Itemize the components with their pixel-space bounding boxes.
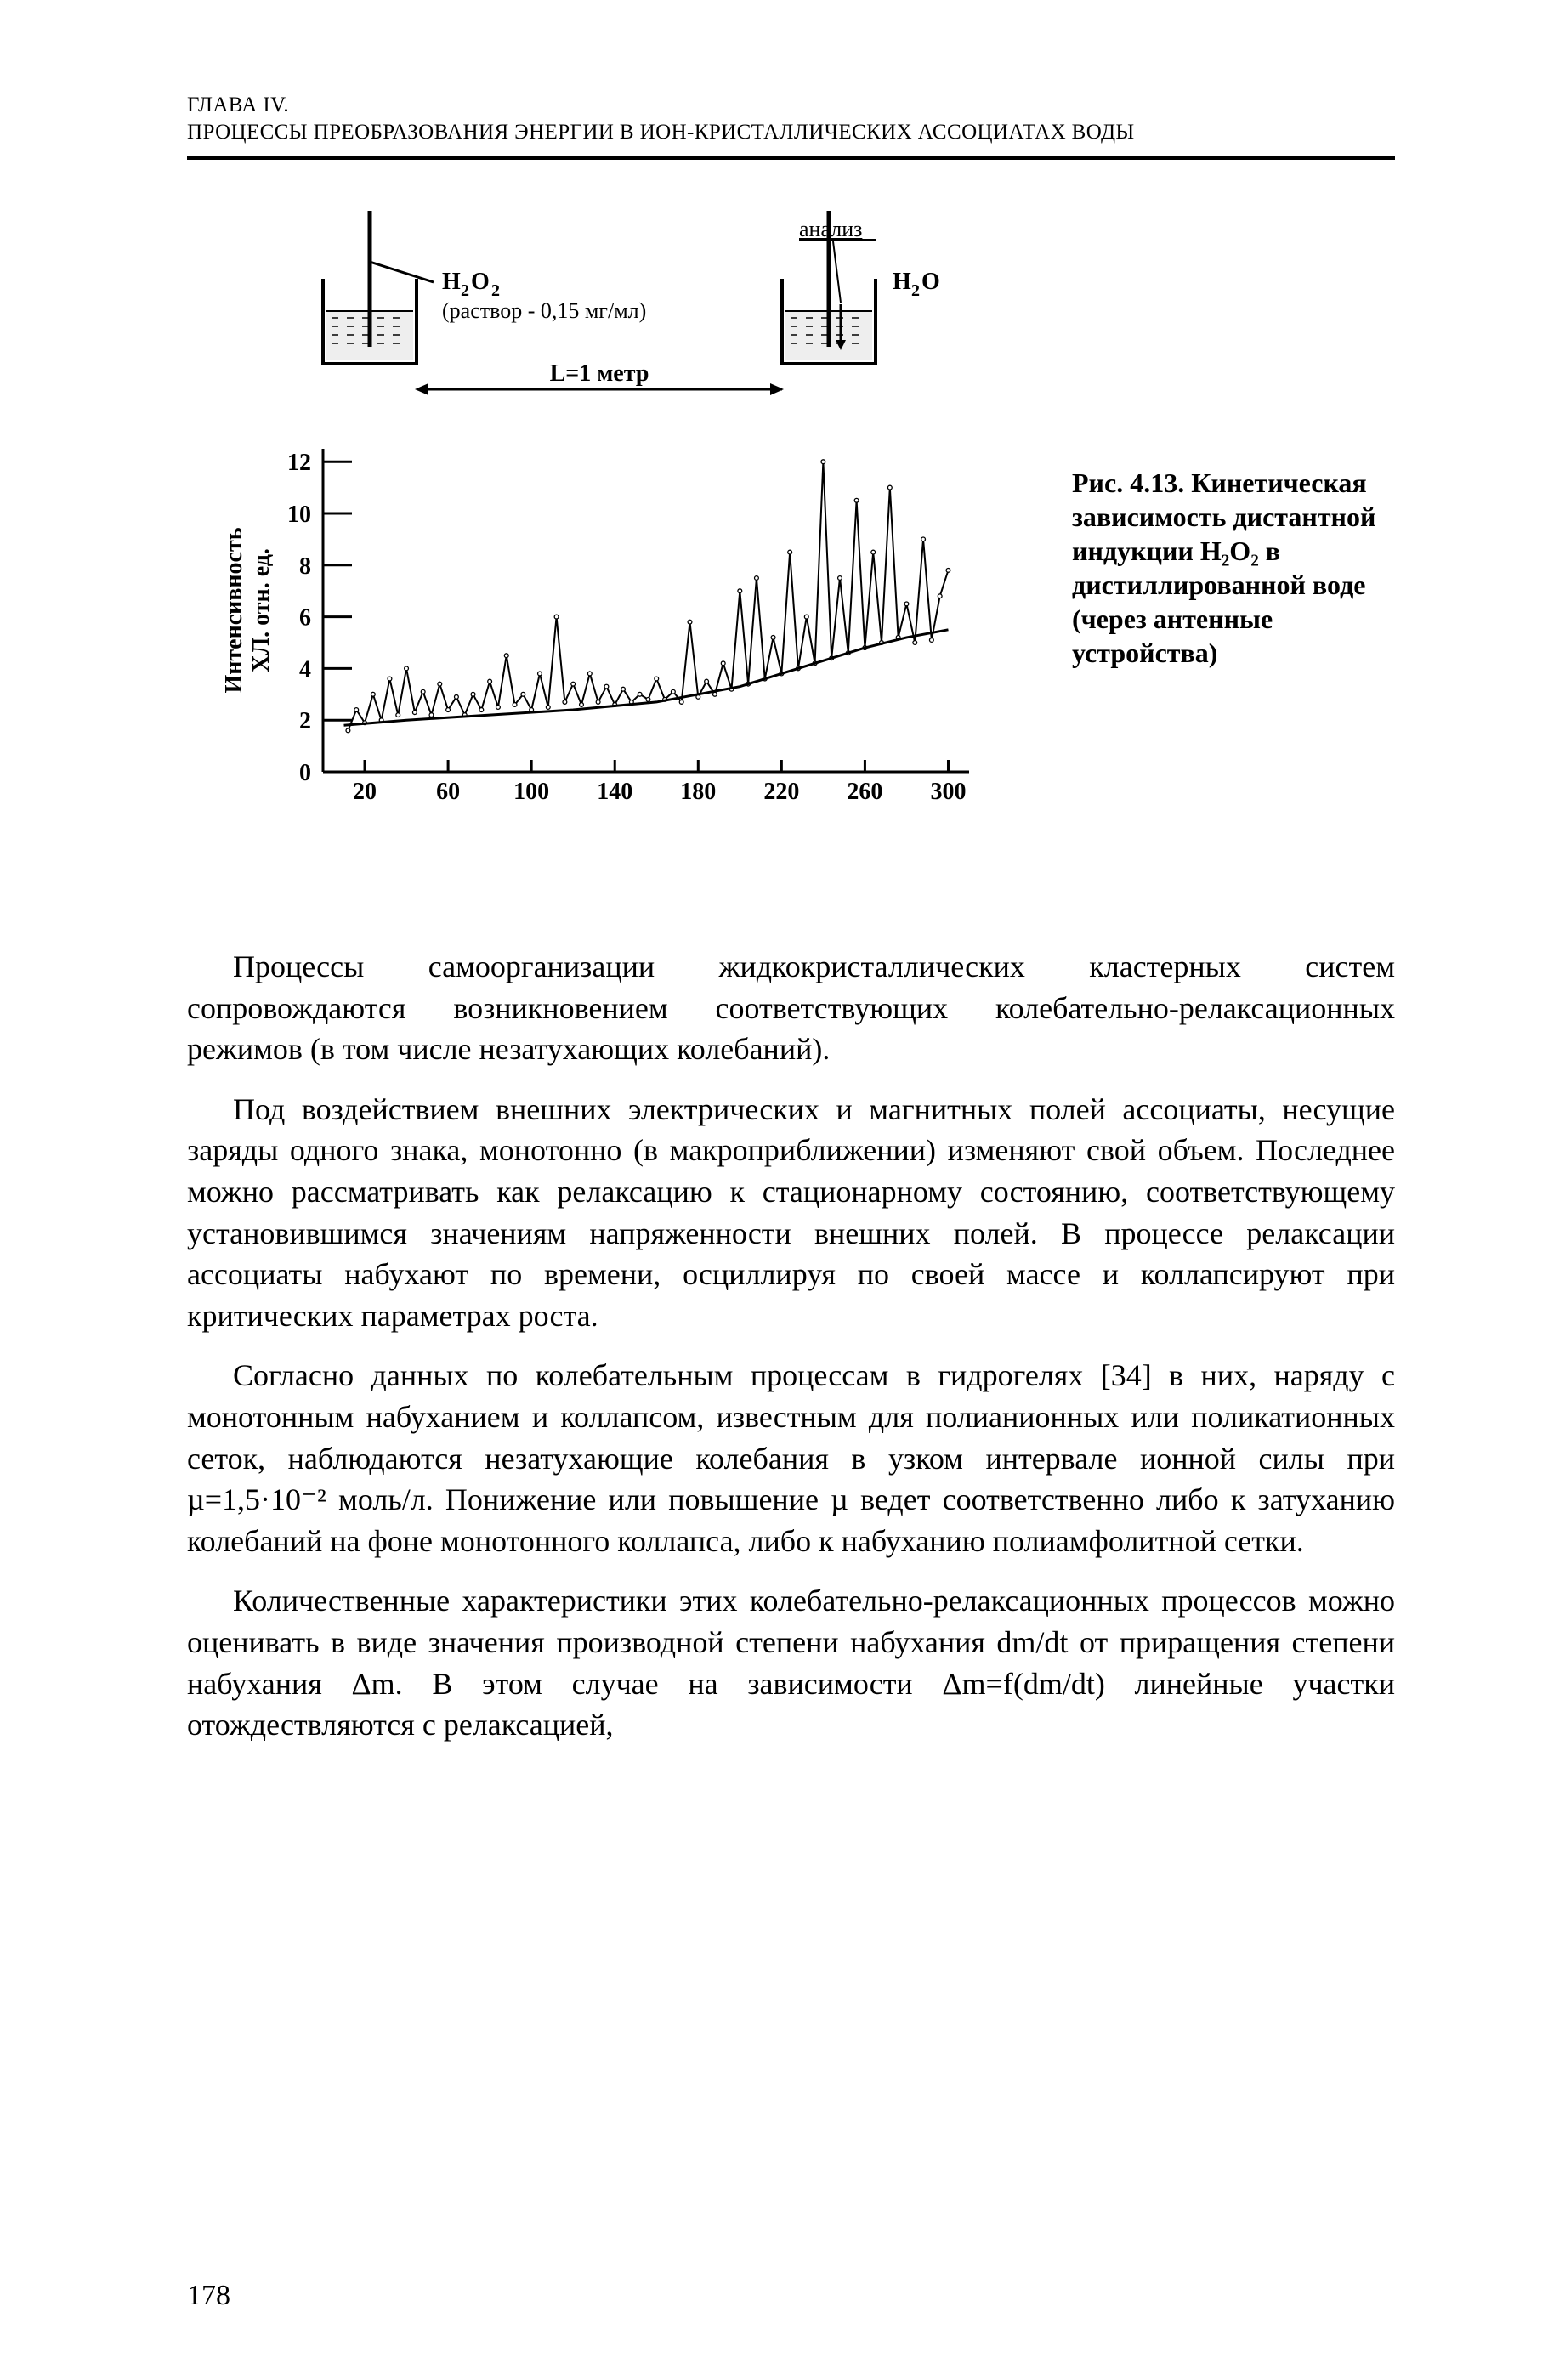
paragraph-4: Количественные характеристики этих колеб… [187,1580,1395,1745]
svg-text:220: 220 [763,779,799,805]
svg-text:100: 100 [513,779,549,805]
svg-text:8: 8 [299,553,311,580]
svg-text:0: 0 [299,760,311,786]
svg-text:180: 180 [680,779,716,805]
svg-text:2: 2 [299,708,311,734]
svg-text:20: 20 [353,779,377,805]
svg-text:4: 4 [299,656,311,683]
figure-row: H2O2(раствор - 0,15 мг/мл)H2OанализL=1 м… [187,211,1395,827]
figure-block: H2O2(раствор - 0,15 мг/мл)H2OанализL=1 м… [187,211,1038,827]
paragraph-3: Согласно данных по колебательным процесс… [187,1355,1395,1561]
svg-text:2: 2 [911,281,920,300]
figure-caption: Рис. 4.13. Кинетическая зависимость дист… [1072,466,1395,670]
svg-text:60: 60 [436,779,460,805]
svg-text:ХЛ. отн. ед.: ХЛ. отн. ед. [248,548,275,672]
svg-text:10: 10 [287,502,311,528]
svg-text:12: 12 [287,450,311,476]
svg-text:H: H [442,269,461,295]
svg-text:260: 260 [847,779,882,805]
svg-text:O: O [921,269,940,295]
paragraph-1: Процессы самоорганизации жидкокристаллич… [187,946,1395,1070]
figure-svg: H2O2(раствор - 0,15 мг/мл)H2OанализL=1 м… [187,211,1037,823]
svg-text:(раствор - 0,15 мг/мл): (раствор - 0,15 мг/мл) [442,298,646,323]
header-chapter: ГЛАВА IV. [187,94,1395,117]
paragraph-2: Под воздействием внешних электрических и… [187,1089,1395,1337]
svg-text:300: 300 [930,779,966,805]
svg-text:140: 140 [597,779,632,805]
svg-text:L=1 метр: L=1 метр [550,360,649,387]
page: ГЛАВА IV. ПРОЦЕССЫ ПРЕОБРАЗОВАНИЯ ЭНЕРГИ… [0,0,1548,2380]
svg-text:2: 2 [491,281,500,300]
page-number: 178 [187,2280,230,2312]
svg-text:6: 6 [299,605,311,632]
header-rule [187,156,1395,160]
header-title: ПРОЦЕССЫ ПРЕОБРАЗОВАНИЯ ЭНЕРГИИ В ИОН-КР… [187,121,1395,144]
svg-text:2: 2 [461,281,469,300]
svg-text:анализ: анализ [799,217,862,241]
svg-text:O: O [471,269,490,295]
svg-text:H: H [893,269,911,295]
svg-text:Интенсивность: Интенсивность [221,527,247,693]
body-text: Процессы самоорганизации жидкокристаллич… [187,946,1395,1746]
page-header: ГЛАВА IV. ПРОЦЕССЫ ПРЕОБРАЗОВАНИЯ ЭНЕРГИ… [187,94,1395,160]
